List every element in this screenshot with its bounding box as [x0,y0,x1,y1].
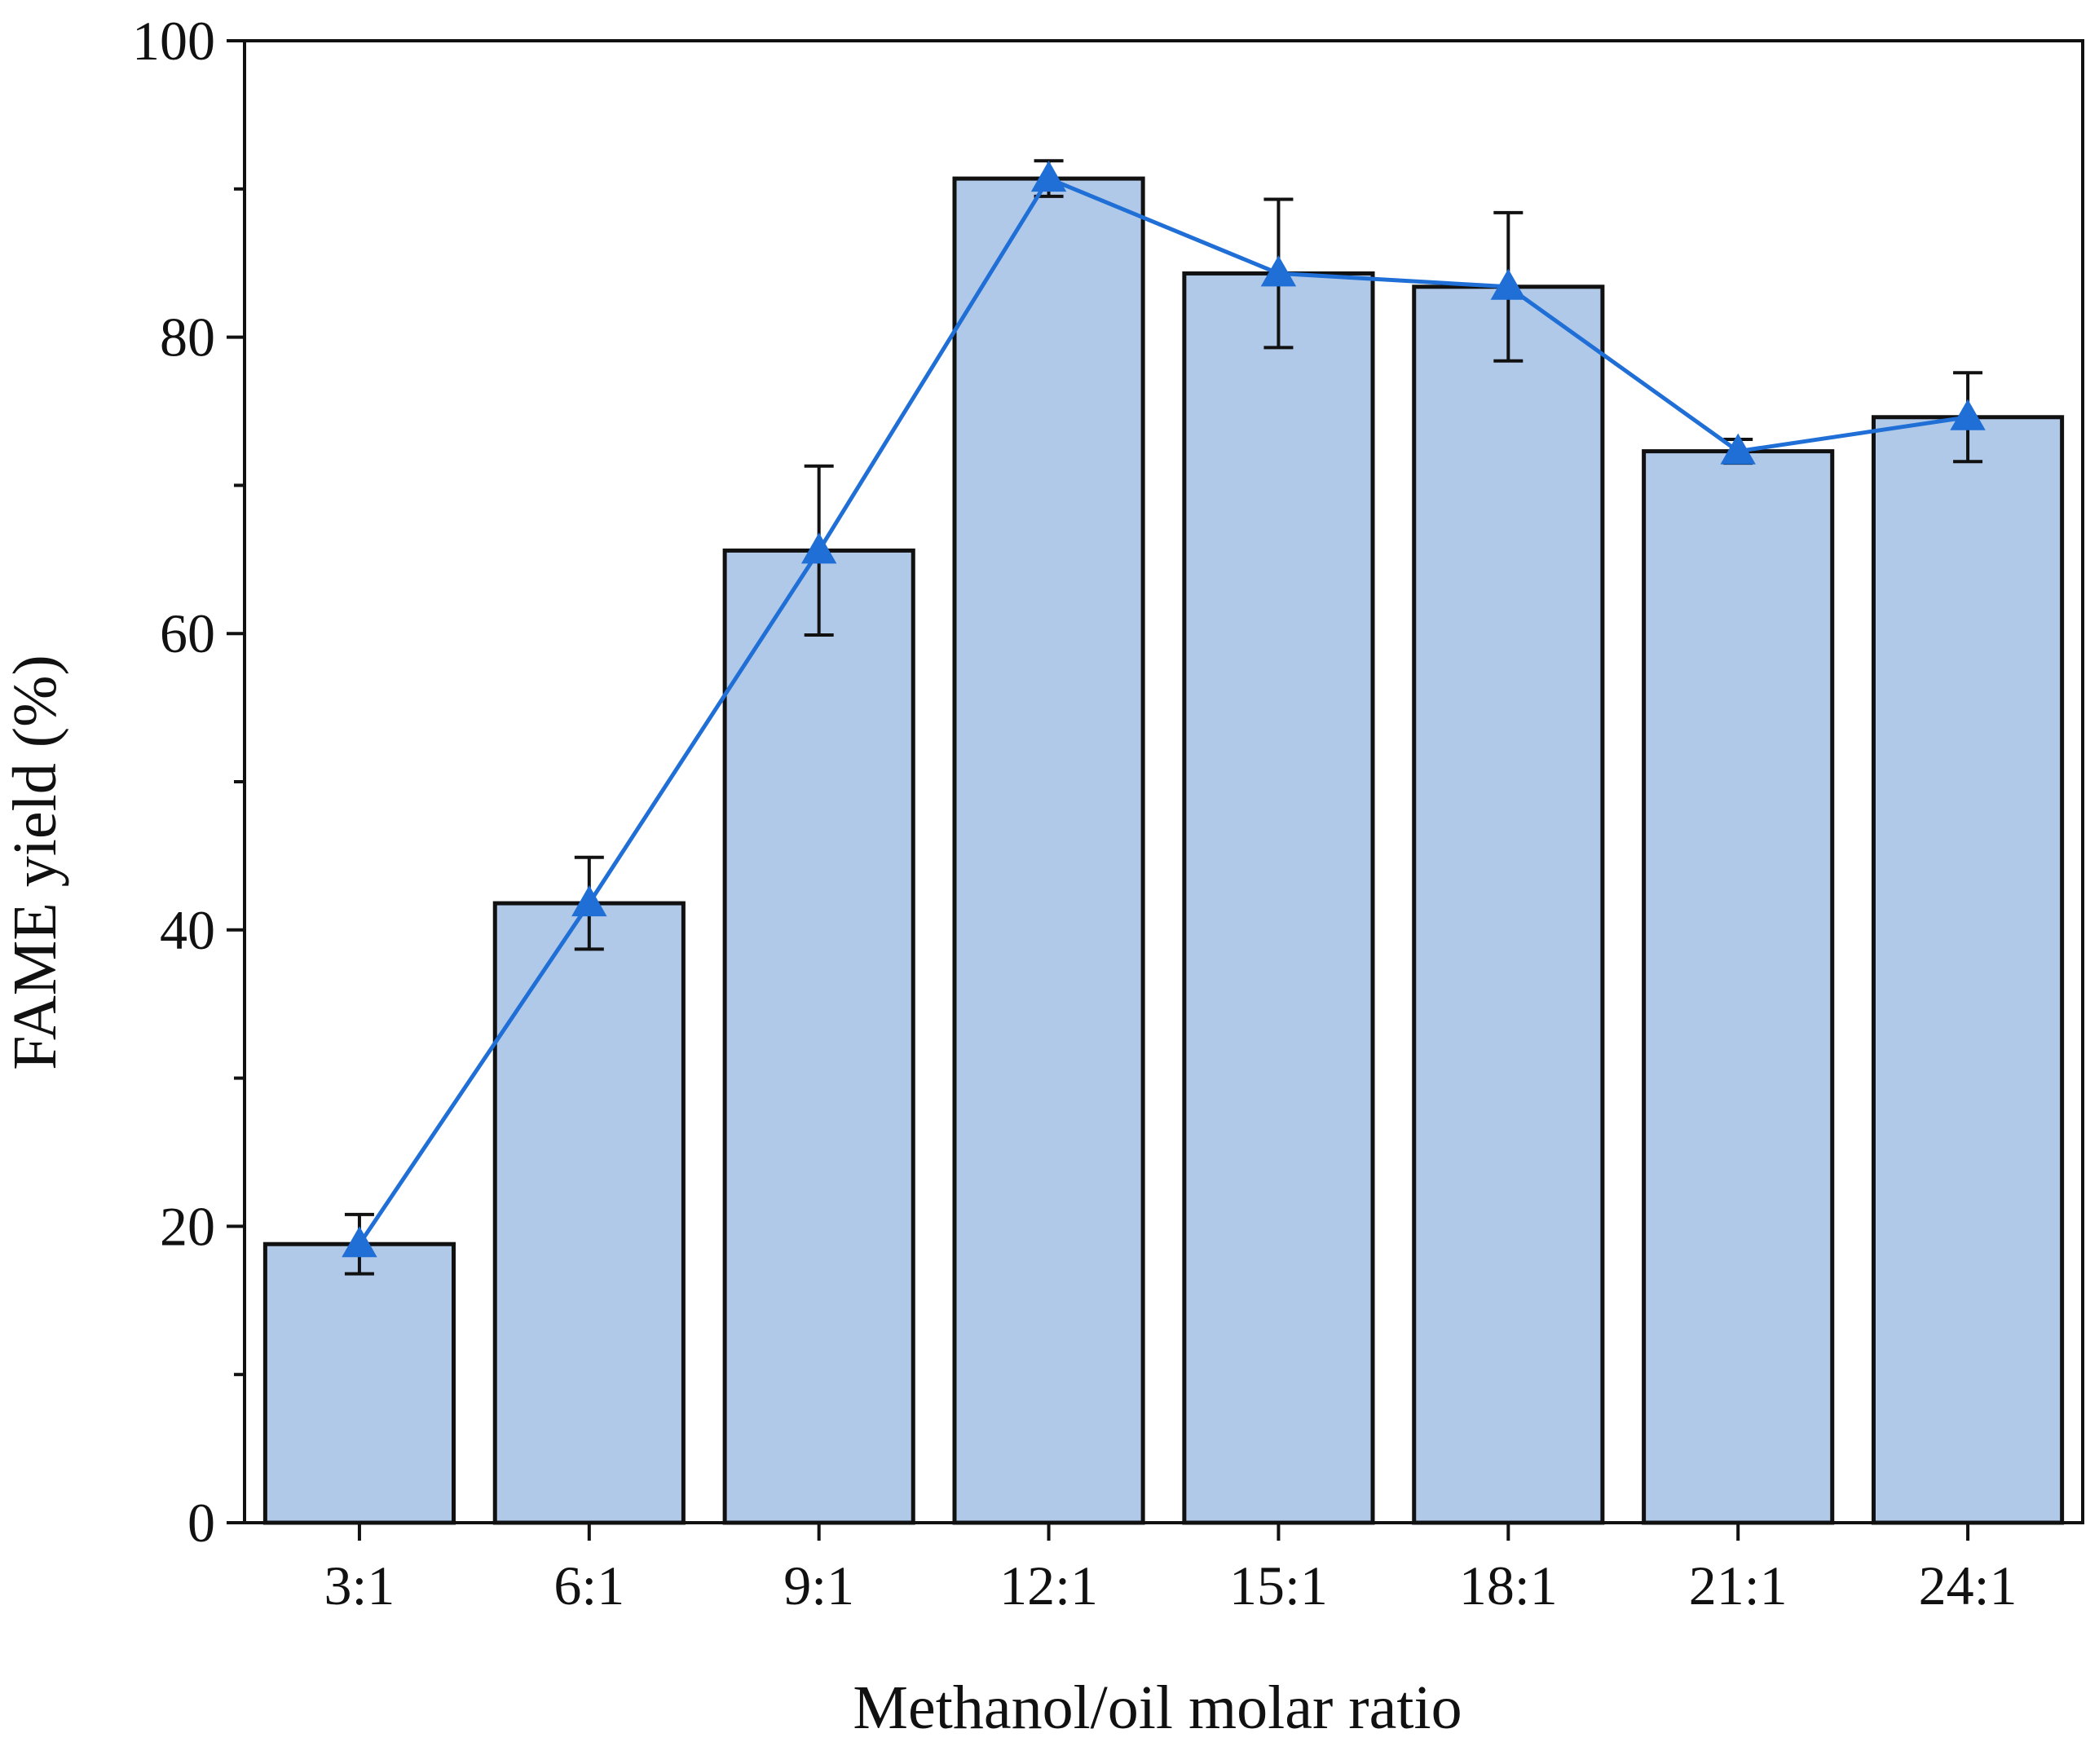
bar-21:1 [1642,449,1835,1525]
bar-3:1 [262,1241,456,1525]
x-tick-label: 21:1 [1689,1555,1788,1616]
bar-18:1 [1412,284,1605,1525]
bar-9:1 [722,548,915,1525]
x-tick-label: 24:1 [1919,1555,2017,1616]
y-tick-label: 20 [160,1195,215,1257]
triangle-marker-12:1 [1030,161,1067,192]
y-tick-label: 40 [160,899,215,961]
y-axis-title: FAME yield (%) [1,655,69,1069]
y-tick-label: 80 [160,306,215,368]
line-series-layer [342,161,1986,1258]
bar-15:1 [1182,271,1375,1525]
y-tick-label: 0 [187,1492,215,1554]
x-tick-label: 15:1 [1229,1555,1328,1616]
bar-12:1 [952,176,1145,1525]
x-tick-label: 9:1 [783,1555,854,1616]
yield-line [357,176,1969,1246]
x-tick-label: 12:1 [999,1555,1098,1616]
bar-24:1 [1871,415,2065,1525]
triangle-marker-21:1 [1720,433,1756,465]
x-tick-label: 6:1 [553,1555,624,1616]
triangle-marker-9:1 [800,532,837,564]
x-tick-label: 3:1 [324,1555,395,1616]
x-ticks-layer: 3:1 6:1 9:1 12:1 15:1 18:1 21:1 24:1 [324,1523,2017,1616]
y-tick-label: 60 [160,602,215,664]
triangle-marker-3:1 [342,1226,377,1258]
bar-6:1 [492,901,686,1525]
triangle-marker-24:1 [1950,399,1986,430]
triangle-marker-6:1 [571,885,607,917]
y-ticks-layer: 0 20 40 60 80 100 [132,10,245,1554]
x-axis-title: Methanol/oil molar ratio [853,1674,1462,1742]
x-tick-label: 18:1 [1459,1555,1558,1616]
triangle-marker-18:1 [1490,268,1527,300]
y-tick-label: 100 [132,10,215,72]
triangle-marker-15:1 [1260,255,1297,287]
bars-layer [262,176,2065,1525]
